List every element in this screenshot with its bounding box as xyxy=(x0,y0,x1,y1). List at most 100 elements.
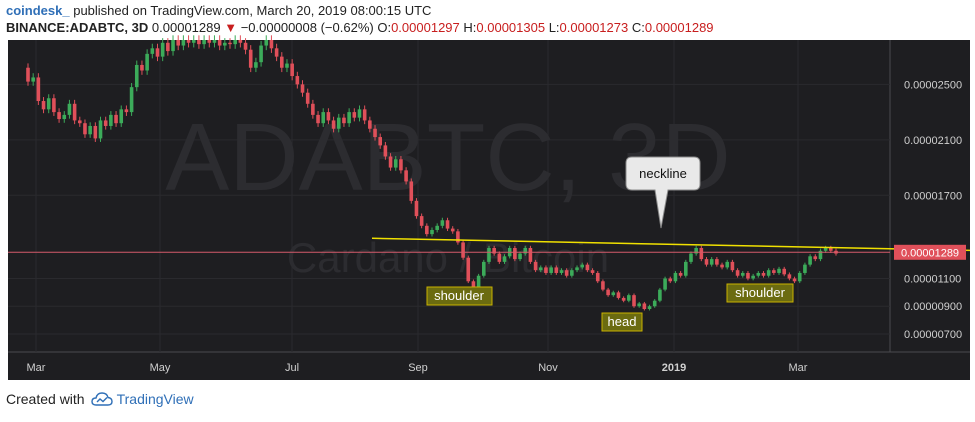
low-value: 0.00001273 xyxy=(559,20,629,35)
candle xyxy=(109,111,113,130)
candle-body xyxy=(487,248,491,262)
candle xyxy=(119,105,124,127)
candle-body xyxy=(627,295,631,301)
candle-body xyxy=(823,248,828,251)
candle xyxy=(445,217,450,232)
candle-body xyxy=(36,77,41,102)
candle xyxy=(103,116,108,130)
candle-body xyxy=(559,270,564,273)
candle xyxy=(570,268,574,278)
candle xyxy=(803,262,807,275)
candle xyxy=(388,153,393,171)
candle xyxy=(502,254,507,264)
candle-body xyxy=(616,292,621,298)
candle xyxy=(538,265,543,273)
candle xyxy=(647,304,652,311)
candle-body xyxy=(352,112,357,118)
candle xyxy=(378,133,383,149)
candle xyxy=(761,271,766,278)
open-label: O: xyxy=(377,20,392,35)
candle-body xyxy=(331,120,336,129)
candle xyxy=(523,245,528,256)
candle-body xyxy=(88,125,92,135)
time-tick-label: Sep xyxy=(408,362,428,374)
candle-body xyxy=(518,253,522,260)
candle-body xyxy=(606,289,610,296)
candle xyxy=(336,113,341,133)
tradingview-link[interactable]: TradingView xyxy=(116,391,194,407)
candle-body xyxy=(461,242,465,258)
head-label[interactable]: head xyxy=(601,312,643,332)
time-tick-label: Nov xyxy=(538,362,558,374)
candle-body xyxy=(233,40,237,45)
candle xyxy=(730,259,735,273)
candle xyxy=(171,35,175,56)
candle-body xyxy=(766,270,771,276)
candle xyxy=(223,38,227,51)
candle-body xyxy=(285,63,289,68)
candle-body xyxy=(481,261,486,276)
neckline-callout[interactable]: neckline xyxy=(625,156,701,229)
candle xyxy=(166,38,170,56)
candle-body xyxy=(295,76,300,85)
candle xyxy=(440,217,445,229)
candle xyxy=(207,35,212,48)
candle xyxy=(533,259,538,273)
author-link[interactable]: coindesk_ xyxy=(6,3,70,18)
candle xyxy=(435,223,439,233)
candle-body xyxy=(813,256,818,260)
candle-body xyxy=(279,56,284,68)
candle xyxy=(290,59,294,81)
candle xyxy=(808,254,812,267)
candle xyxy=(632,293,636,308)
candle-body xyxy=(404,170,408,182)
candle xyxy=(212,35,217,48)
candle-body xyxy=(435,225,439,230)
candle-body xyxy=(93,125,98,139)
candle-body xyxy=(300,84,305,93)
time-axis-background xyxy=(8,352,970,380)
candle xyxy=(668,276,673,284)
candle xyxy=(456,228,460,245)
candle xyxy=(202,35,206,49)
candle xyxy=(782,266,787,277)
candle xyxy=(683,259,688,278)
candle xyxy=(274,43,279,62)
candle xyxy=(134,60,139,92)
right-shoulder-label[interactable]: shoulder xyxy=(726,283,794,303)
candle-body xyxy=(787,274,792,279)
candle xyxy=(797,271,802,284)
candle xyxy=(254,57,258,73)
candle-body xyxy=(797,272,802,282)
candle-body xyxy=(347,112,351,124)
neckline-trendline[interactable] xyxy=(371,237,971,252)
candle-body xyxy=(803,264,807,273)
candle-body xyxy=(678,272,683,276)
candle xyxy=(481,259,486,278)
candle xyxy=(279,52,284,73)
candle-body xyxy=(601,281,605,290)
candle-body xyxy=(109,114,113,126)
candle-body xyxy=(502,256,507,262)
candle-body xyxy=(414,200,419,217)
candle xyxy=(746,271,750,281)
candle xyxy=(228,38,232,49)
candle-body xyxy=(689,253,693,262)
candle-body xyxy=(549,267,553,273)
candle-body xyxy=(704,259,709,265)
candle xyxy=(300,80,305,97)
candle-body xyxy=(492,248,496,254)
candle-body xyxy=(228,42,232,45)
candle xyxy=(331,116,336,133)
candle xyxy=(642,301,647,311)
watermark-pair: Cardano / Bitcoin xyxy=(287,234,609,281)
candle xyxy=(150,43,155,59)
candle-body xyxy=(326,112,331,121)
candle-body xyxy=(362,109,367,121)
candle-body xyxy=(269,40,274,49)
candle-body xyxy=(129,87,134,113)
left-shoulder-label[interactable]: shoulder xyxy=(426,286,493,306)
candle-body xyxy=(274,48,279,57)
